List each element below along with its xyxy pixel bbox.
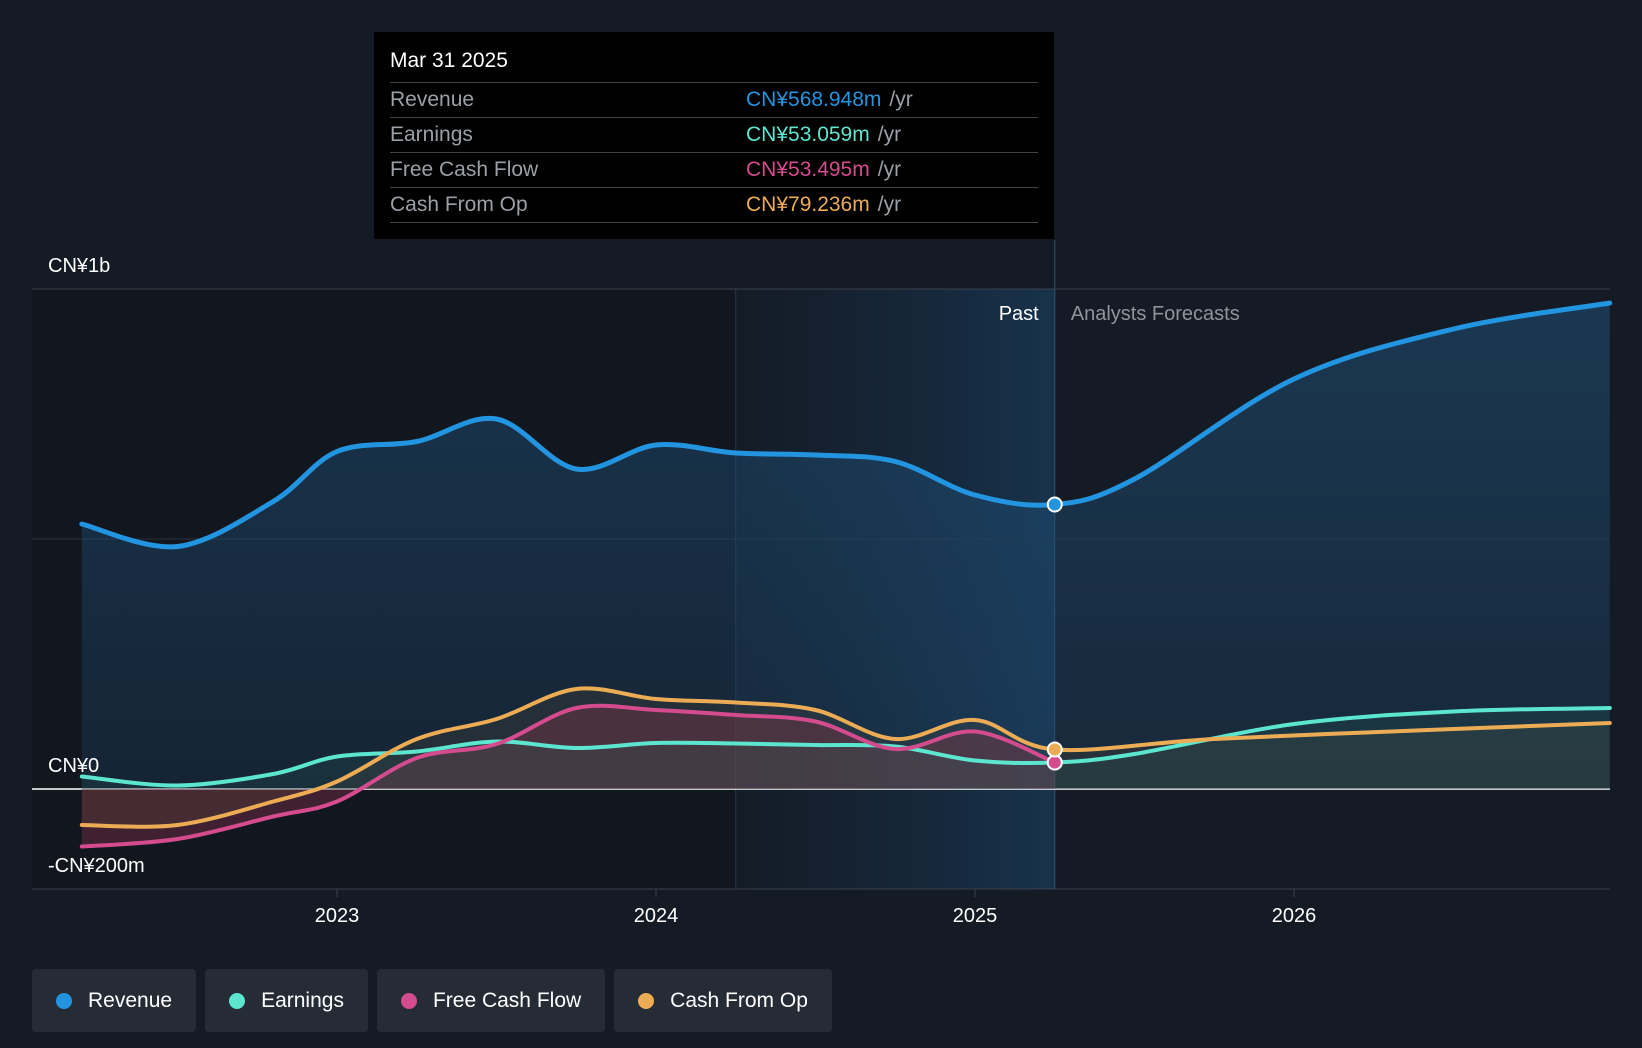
legend-revenue[interactable]: Revenue	[32, 969, 197, 1032]
tooltip-row-unit: /yr	[877, 193, 902, 216]
tooltip-row-unit: /yr	[877, 158, 902, 181]
tooltip-row: Earnings CN¥53.059m/yr	[390, 118, 1038, 153]
past-label: Past	[999, 303, 1039, 325]
legend-dot-icon	[638, 992, 655, 1009]
tooltip-row-value: CN¥568.948m	[746, 88, 882, 111]
y-tick-label: CN¥1b	[48, 255, 110, 277]
x-tick-label: 2023	[315, 905, 360, 927]
tooltip-row-value: CN¥53.495m	[746, 158, 870, 181]
tooltip-date: Mar 31 2025	[390, 46, 1038, 83]
forecast-label: Analysts Forecasts	[1071, 303, 1240, 325]
legend-earnings[interactable]: Earnings	[205, 969, 368, 1032]
earnings-area	[81, 708, 1610, 789]
legend-dot-icon	[56, 992, 72, 1009]
cfo-area	[81, 688, 1610, 827]
tooltip-row-value: CN¥53.059m	[746, 123, 870, 146]
y-tick-label: -CN¥200m	[48, 855, 145, 877]
legend-label: Revenue	[88, 988, 173, 1012]
revenue-line	[79, 300, 1613, 550]
free-cash-flow-marker	[1046, 754, 1063, 771]
y-tick-label: CN¥0	[48, 755, 99, 777]
legend-cash-from-op[interactable]: Cash From Op	[614, 969, 832, 1032]
fcf-area	[81, 705, 1055, 847]
tooltip-row: Free Cash Flow CN¥53.495m/yr	[390, 153, 1038, 188]
tooltip-row-label: Cash From Op	[390, 193, 528, 216]
cash-from-op-marker	[1046, 741, 1063, 758]
legend-dot-icon	[229, 992, 246, 1009]
tooltip-row-label: Revenue	[390, 88, 475, 111]
tooltip-row-unit: /yr	[877, 123, 902, 146]
tooltip-row: Cash From Op CN¥79.236m/yr	[390, 188, 1038, 223]
tooltip-row: Revenue CN¥568.948m/yr	[390, 83, 1038, 118]
tooltip-row-unit: /yr	[889, 88, 913, 111]
earnings-line	[79, 706, 1612, 788]
free-cash-flow-line	[79, 703, 1057, 849]
x-tick-label: 2025	[953, 905, 998, 927]
legend-label: Earnings	[261, 988, 344, 1012]
tooltip-row-label: Earnings	[390, 123, 473, 146]
revenue-marker	[1046, 496, 1063, 513]
legend-dot-icon	[400, 992, 417, 1009]
legend-label: Cash From Op	[670, 988, 808, 1012]
tooltip-row-value: CN¥79.236m	[746, 193, 870, 216]
tooltip-row-label: Free Cash Flow	[390, 158, 539, 181]
legend-label: Free Cash Flow	[432, 988, 582, 1012]
legend: Revenue Earnings Free Cash Flow Cash From O…	[32, 969, 832, 1032]
cash-from-op-line	[79, 686, 1612, 829]
legend-free-cash-flow[interactable]: Free Cash Flow	[376, 969, 606, 1032]
x-tick-label: 2026	[1272, 905, 1317, 927]
x-tick-label: 2024	[634, 905, 679, 927]
tooltip: Mar 31 2025 Revenue CN¥568.948m/yr Earning…	[374, 32, 1054, 239]
